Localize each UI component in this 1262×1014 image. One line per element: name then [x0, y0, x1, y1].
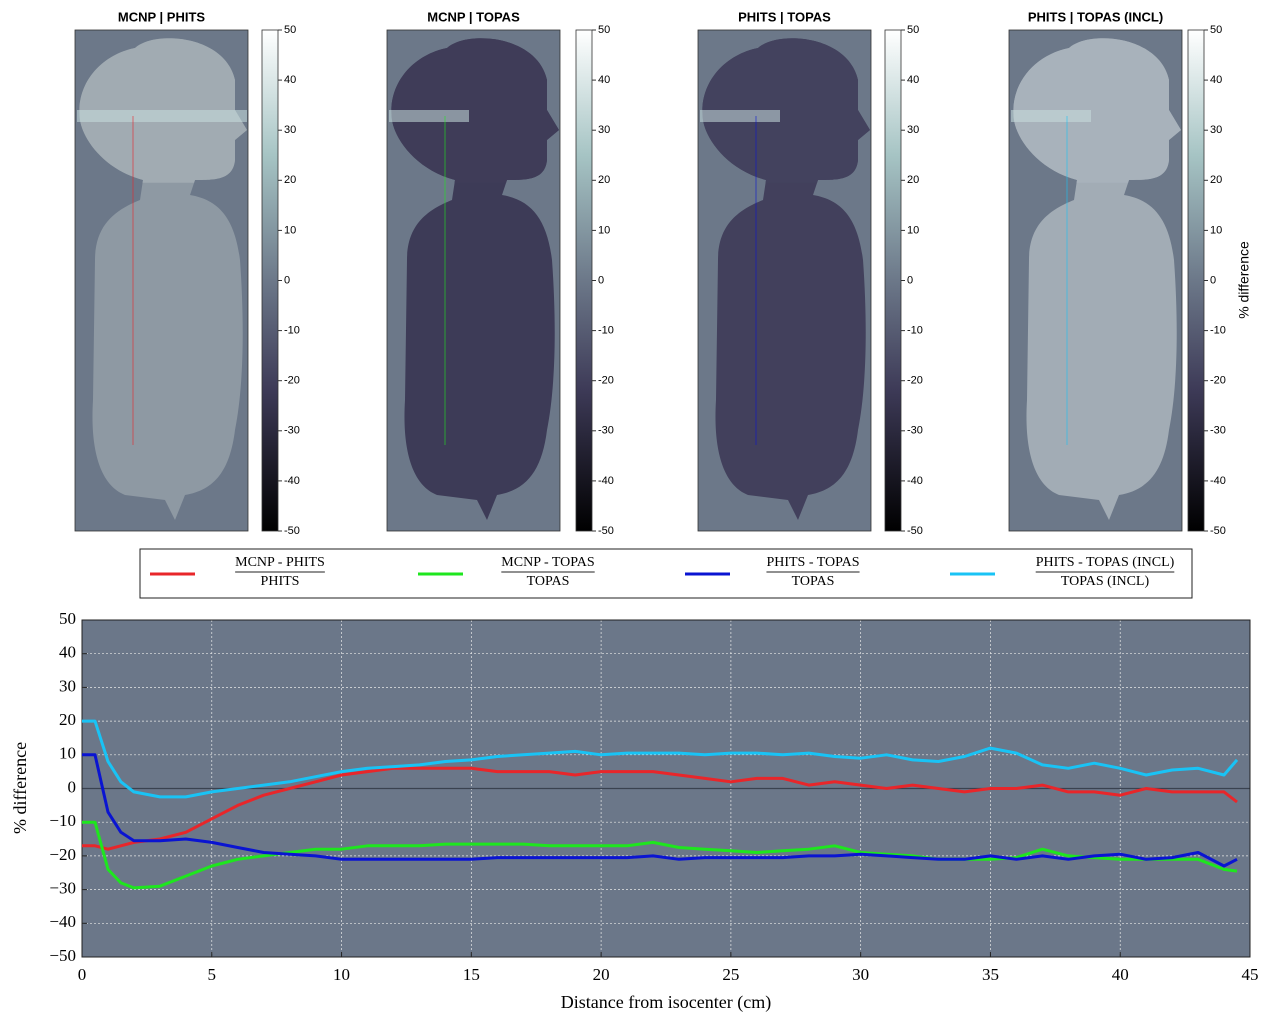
- colorbar-tick-label: -40: [598, 475, 614, 487]
- y-tick-label: −30: [49, 879, 76, 898]
- legend-box: [139, 548, 1193, 599]
- colorbar: [1187, 29, 1205, 532]
- y-tick-label: 20: [59, 710, 76, 729]
- colorbar-tick-label: 20: [1210, 174, 1222, 186]
- y-tick-label: −40: [49, 912, 76, 931]
- colorbar-tick-label: 50: [598, 24, 610, 36]
- legend-numerator: MCNP - PHITS: [235, 555, 325, 570]
- body-map: [700, 38, 870, 520]
- beam-stripe: [77, 110, 247, 122]
- colorbar-tick-label: -40: [284, 475, 300, 487]
- colorbar-tick-label: -10: [907, 325, 923, 337]
- beam-stripe: [700, 110, 780, 122]
- y-tick-label: 0: [68, 777, 77, 796]
- colorbar-tick-label: -20: [907, 375, 923, 387]
- x-tick-label: 25: [722, 965, 739, 984]
- colorbar-tick-label: 40: [284, 74, 296, 86]
- colorbar-tick-label: 30: [907, 124, 919, 136]
- series-line: [82, 753, 1238, 868]
- x-tick-label: 10: [333, 965, 350, 984]
- y-tick-label: −10: [49, 811, 76, 830]
- series-line: [82, 820, 1238, 890]
- colorbar: [261, 29, 279, 532]
- panel-title: PHITS | TOPAS: [738, 9, 831, 24]
- plot-frame: [81, 619, 1251, 958]
- colorbar-tick-label: 30: [598, 124, 610, 136]
- colorbar-tick-label: -20: [284, 375, 300, 387]
- legend-denominator: PHITS: [261, 574, 300, 589]
- colorbar-tick-label: 0: [598, 274, 604, 286]
- colorbar-tick-label: -30: [598, 425, 614, 437]
- beam-stripe: [389, 110, 469, 122]
- x-axis-label: Distance from isocenter (cm): [561, 992, 771, 1013]
- colorbar-tick-label: -30: [907, 425, 923, 437]
- colorbar-tick-label: 20: [284, 174, 296, 186]
- colorbar-tick-label: -30: [1210, 425, 1226, 437]
- colorbar-tick-label: 0: [1210, 274, 1216, 286]
- colorbar-tick-label: 10: [598, 224, 610, 236]
- panel-title: MCNP | PHITS: [118, 9, 206, 24]
- x-tick-label: 15: [463, 965, 480, 984]
- colorbar-tick-label: 0: [907, 274, 913, 286]
- colorbar-tick-label: 20: [907, 174, 919, 186]
- colorbar-tick-label: -20: [598, 375, 614, 387]
- colorbar-tick-label: -30: [284, 425, 300, 437]
- y-axis-label: % difference: [10, 742, 30, 834]
- y-tick-label: 50: [59, 609, 76, 628]
- x-tick-label: 5: [208, 965, 217, 984]
- colorbar-tick-label: -40: [907, 475, 923, 487]
- legend-numerator: MCNP - TOPAS: [501, 555, 594, 570]
- colorbar-tick-label: 30: [1210, 124, 1222, 136]
- colorbar-tick-label: 40: [598, 74, 610, 86]
- y-tick-label: −20: [49, 845, 76, 864]
- colorbar-tick-label: 50: [907, 24, 919, 36]
- colorbar-tick-label: -50: [1210, 525, 1226, 537]
- colorbar-tick-label: 10: [284, 224, 296, 236]
- colorbar-tick-label: 40: [907, 74, 919, 86]
- colorbar-tick-label: -10: [598, 325, 614, 337]
- body-map: [77, 38, 247, 520]
- body-map: [1011, 38, 1181, 520]
- colorbar: [884, 29, 902, 532]
- colorbar-tick-label: -10: [1210, 325, 1226, 337]
- colorbar-tick-label: -20: [1210, 375, 1226, 387]
- y-tick-label: 40: [59, 643, 76, 662]
- x-tick-label: 45: [1242, 965, 1259, 984]
- colorbar-label: % difference: [1236, 241, 1252, 319]
- legend-denominator: TOPAS: [792, 574, 835, 589]
- colorbar-tick-label: 10: [907, 224, 919, 236]
- colorbar-tick-label: -50: [907, 525, 923, 537]
- y-tick-label: 30: [59, 676, 76, 695]
- x-tick-label: 20: [593, 965, 610, 984]
- legend-denominator: TOPAS (INCL): [1061, 574, 1150, 589]
- legend-numerator: PHITS - TOPAS (INCL): [1036, 555, 1175, 570]
- legend-numerator: PHITS - TOPAS: [766, 555, 859, 570]
- x-tick-label: 35: [982, 965, 999, 984]
- beam-stripe: [1011, 110, 1091, 122]
- colorbar: [575, 29, 593, 532]
- panel-title: PHITS | TOPAS (INCL): [1028, 9, 1163, 24]
- y-tick-label: −50: [49, 946, 76, 965]
- x-tick-label: 40: [1112, 965, 1129, 984]
- y-tick-label: 10: [59, 744, 76, 763]
- body-map: [389, 38, 559, 520]
- series-line: [82, 766, 1238, 851]
- colorbar-tick-label: 0: [284, 274, 290, 286]
- x-tick-label: 0: [78, 965, 87, 984]
- panel-title: MCNP | TOPAS: [427, 9, 520, 24]
- colorbar-tick-label: 10: [1210, 224, 1222, 236]
- colorbar-tick-label: 50: [1210, 24, 1222, 36]
- colorbar-tick-label: 30: [284, 124, 296, 136]
- colorbar-tick-label: -50: [598, 525, 614, 537]
- legend-denominator: TOPAS: [527, 574, 570, 589]
- colorbar-tick-label: -10: [284, 325, 300, 337]
- series-line: [82, 719, 1239, 799]
- colorbar-tick-label: -50: [284, 525, 300, 537]
- x-tick-label: 30: [852, 965, 869, 984]
- colorbar-tick-label: 50: [284, 24, 296, 36]
- colorbar-tick-label: -40: [1210, 475, 1226, 487]
- colorbar-tick-label: 40: [1210, 74, 1222, 86]
- colorbar-tick-label: 20: [598, 174, 610, 186]
